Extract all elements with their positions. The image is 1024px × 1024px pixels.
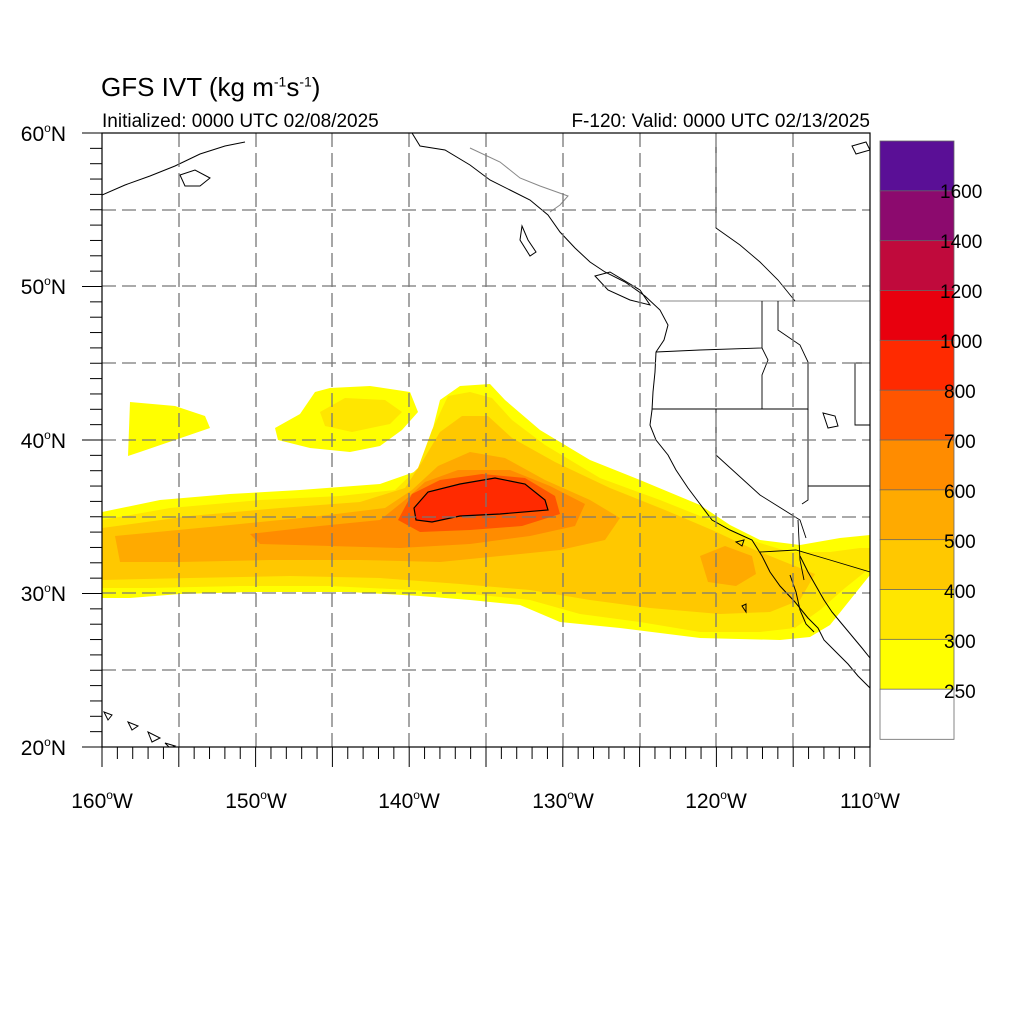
baja-west-coastline xyxy=(789,574,815,633)
lon-label: 150oW xyxy=(225,788,287,813)
ivt-800-contour xyxy=(413,477,549,523)
colorbar-label: 1000 xyxy=(940,332,982,353)
colorbar-labels: 1600 1400 1200 1000 800 700 600 500 400 … xyxy=(940,182,982,703)
lon-label: 120oW xyxy=(685,788,747,813)
colorbar-swatch xyxy=(879,638,955,690)
island xyxy=(741,603,747,614)
colorbar-label: 500 xyxy=(944,532,976,553)
graticule xyxy=(102,133,870,747)
colorbar-swatch xyxy=(879,140,955,192)
colorbar-label: 1600 xyxy=(940,182,982,203)
colorbar-swatch xyxy=(879,688,955,740)
colorbar-swatch xyxy=(879,389,955,441)
lon-label: 110oW xyxy=(840,788,900,813)
ivt-band-800 xyxy=(414,478,548,522)
island xyxy=(822,412,839,429)
lon-label: 160oW xyxy=(71,788,133,813)
colorbar-swatch xyxy=(879,240,955,292)
island xyxy=(164,742,177,747)
lat-label: 40oN xyxy=(21,428,66,453)
initialized-time: Initialized: 0000 UTC 02/08/2025 xyxy=(102,111,379,132)
colorbar-swatch xyxy=(879,190,955,242)
island xyxy=(851,141,870,155)
colorbar xyxy=(879,140,955,740)
ivt-band-500 xyxy=(700,546,756,586)
latitude-labels: 60oN 50oN 40oN 30oN 20oN xyxy=(21,121,66,760)
map-title: GFS IVT (kg m-1s-1) xyxy=(101,72,321,102)
longitude-labels: 160oW 150oW 140oW 130oW 120oW 110oW xyxy=(71,788,900,813)
ivt-shading xyxy=(102,384,870,640)
axis-ticks xyxy=(82,132,871,767)
lon-label: 130oW xyxy=(532,788,594,813)
colorbar-swatch xyxy=(879,439,955,491)
colorbar-swatch xyxy=(879,489,955,541)
colorbar-label: 1400 xyxy=(940,232,982,253)
washington-oregon-border xyxy=(655,301,763,353)
island xyxy=(734,539,745,547)
colorbar-swatch xyxy=(879,339,955,391)
colorbar-swatch xyxy=(879,589,955,641)
island xyxy=(179,169,211,187)
lon-label: 140oW xyxy=(378,788,440,813)
island xyxy=(126,721,140,731)
colorbar-label: 250 xyxy=(944,682,976,703)
gulf-of-alaska-coastline xyxy=(102,141,246,196)
colorbar-label: 600 xyxy=(944,482,976,503)
ivt-band-300 xyxy=(320,398,402,432)
ivt-band-250 xyxy=(128,402,210,456)
lat-label: 30oN xyxy=(21,581,66,606)
island xyxy=(147,730,162,743)
arizona-border xyxy=(797,519,805,581)
island xyxy=(519,224,537,257)
alaska-canada-border xyxy=(469,147,569,213)
oregon-idaho-border xyxy=(761,347,769,409)
lat-label: 60oN xyxy=(21,121,66,146)
nevada-utah-border xyxy=(801,409,809,505)
bc-alberta-border xyxy=(715,133,796,302)
colorbar-label: 700 xyxy=(944,432,976,453)
valid-time: F-120: Valid: 0000 UTC 02/13/2025 xyxy=(571,111,870,132)
island xyxy=(102,711,113,721)
us-mexico-border xyxy=(759,549,870,573)
lat-label: 50oN xyxy=(21,274,66,299)
colorbar-swatch xyxy=(879,539,955,591)
colorbar-label: 800 xyxy=(944,382,976,403)
colorbar-label: 1200 xyxy=(940,282,982,303)
montana-border xyxy=(854,363,870,426)
idaho-border xyxy=(777,301,809,410)
baja-gulf-coastline xyxy=(799,555,870,659)
colorbar-label: 300 xyxy=(944,632,976,653)
colorbar-swatch xyxy=(879,290,955,342)
colorbar-label: 400 xyxy=(944,582,976,603)
lat-label: 20oN xyxy=(21,735,66,760)
island xyxy=(594,271,652,306)
